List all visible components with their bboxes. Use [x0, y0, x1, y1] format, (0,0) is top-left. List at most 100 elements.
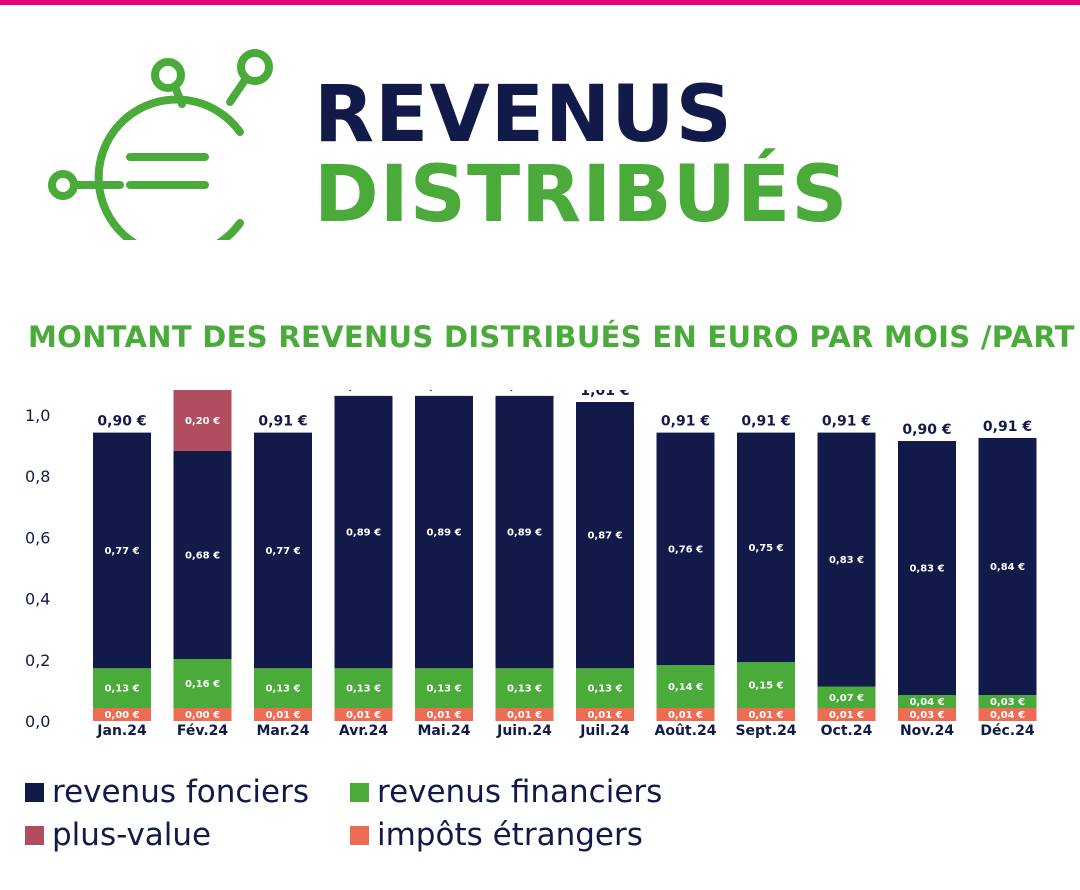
legend-label: plus-value — [52, 817, 212, 853]
bar-segment — [495, 668, 554, 708]
segment-label: 0,03 € — [909, 710, 944, 721]
segment-label: 0,01 € — [668, 710, 703, 721]
euro-network-icon — [48, 49, 273, 240]
bar-segment — [254, 708, 312, 721]
segment-label: 0,89 € — [426, 528, 461, 539]
legend-item-revenus-fonciers: revenus fonciers — [25, 774, 309, 810]
bar-segment — [254, 432, 312, 669]
segment-label: 0,76 € — [668, 544, 703, 555]
bar-segment — [495, 395, 554, 669]
bar-segment — [656, 665, 715, 708]
x-tick-label: Oct.24 — [821, 723, 873, 739]
bar-total-label: 0,90 € — [97, 414, 146, 430]
segment-label: 0,84 € — [990, 562, 1025, 573]
segment-label: 0,68 € — [185, 551, 220, 562]
bar-segment — [93, 668, 151, 708]
bar-total-label: 1,03 € — [500, 390, 549, 393]
segment-label: 0,13 € — [104, 684, 139, 695]
segment-label: 0,13 € — [346, 684, 381, 695]
x-tick-label: Jan.24 — [96, 723, 147, 739]
bar-segment — [415, 708, 473, 721]
segment-label: 0,04 € — [909, 697, 944, 708]
bar-total-label: 0,91 € — [983, 419, 1032, 435]
chart-subtitle: MONTANT DES REVENUS DISTRIBUÉS EN EURO P… — [28, 320, 1075, 354]
x-tick-label: Mai.24 — [418, 723, 471, 739]
bar-segment — [898, 695, 956, 708]
segment-label: 0,13 € — [265, 684, 300, 695]
legend-item-revenus-financiers: revenus financiers — [350, 774, 662, 810]
bar-segment — [415, 668, 473, 708]
x-tick-label: Déc.24 — [980, 723, 1034, 739]
x-tick-label: Juil.24 — [579, 723, 630, 739]
segment-label: 0,14 € — [668, 682, 703, 693]
segment-label: 0,01 € — [829, 710, 864, 721]
legend-item-impots-etrangers: impôts étrangers — [350, 817, 643, 853]
bar-total-label: 0,91 € — [661, 414, 710, 430]
bar-segment — [334, 708, 393, 721]
segment-label: 0,75 € — [748, 543, 783, 554]
bar-segment — [898, 708, 956, 721]
bar-segment — [93, 432, 151, 669]
bar-segment — [173, 450, 232, 660]
segment-label: 0,20 € — [185, 416, 220, 427]
bar-segment — [737, 708, 795, 721]
segment-label: 0,03 € — [990, 697, 1025, 708]
bar-segment — [817, 432, 876, 687]
bar-segment — [173, 708, 232, 721]
segment-label: 0,16 € — [185, 679, 220, 690]
segment-label: 0,83 € — [829, 555, 864, 566]
legend-swatch — [350, 825, 369, 845]
bar-segment — [576, 708, 634, 721]
stacked-bar-chart: 0,0 0,2 0,4 0,6 0,8 1,0 0,00 € 0,13 € 0,77 € 0,90… — [25, 390, 1037, 739]
bar-segment — [817, 686, 876, 708]
bar-segment — [334, 668, 393, 708]
bar-segment — [978, 708, 1037, 721]
bar-segment — [817, 708, 876, 721]
bar-segment — [415, 395, 473, 669]
segment-label: 0,01 € — [426, 710, 461, 721]
top-accent-bar — [0, 0, 1080, 5]
segment-label: 0,00 € — [185, 710, 220, 721]
bar-segment — [898, 441, 956, 695]
bar-segment — [254, 668, 312, 708]
y-tick-label: 0,4 — [25, 590, 50, 609]
bar-segment — [495, 708, 554, 721]
bar-segment — [93, 708, 151, 721]
bar-segment — [576, 402, 634, 669]
segment-label: 0,89 € — [507, 528, 542, 539]
x-tick-label: Fév.24 — [177, 723, 229, 739]
bar-total-label: 1,03 € — [419, 390, 468, 393]
bar-segment — [173, 390, 232, 451]
legend-swatch — [350, 782, 369, 802]
bar-segment — [737, 662, 795, 708]
bar-total-label: 0,91 € — [258, 414, 307, 430]
bar-total-label: 0,91 € — [822, 414, 871, 430]
bar-total-label: 0,91 € — [741, 414, 790, 430]
legend-label: revenus financiers — [377, 774, 663, 810]
segment-label: 0,01 € — [346, 710, 381, 721]
x-tick-label: Mar.24 — [256, 723, 309, 739]
y-tick-label: 1,0 — [25, 406, 50, 425]
bar-total-label: 0,90 € — [902, 422, 951, 438]
bar-segment — [576, 668, 634, 708]
page-title-line2: DISTRIBUÉS — [314, 150, 849, 240]
legend-swatch — [25, 825, 44, 845]
segment-label: 0,07 € — [829, 693, 864, 704]
bar-segment — [656, 708, 715, 721]
segment-label: 0,89 € — [346, 528, 381, 539]
bar-segment — [978, 695, 1037, 708]
bar-total-label: 1,01 € — [580, 390, 629, 399]
y-tick-label: 0,0 — [25, 712, 50, 731]
page-title-line1: REVENUS — [314, 70, 733, 160]
y-tick-label: 0,6 — [25, 528, 50, 547]
bar-segment — [656, 432, 715, 666]
segment-label: 0,01 € — [748, 710, 783, 721]
legend-item-plus-value: plus-value — [25, 817, 211, 853]
legend-label: impôts étrangers — [377, 817, 643, 853]
y-tick-label: 0,8 — [25, 467, 50, 486]
x-tick-label: Avr.24 — [339, 723, 388, 739]
bar-total-label: 1,03 € — [339, 390, 388, 393]
segment-label: 0,01 € — [507, 710, 542, 721]
segment-label: 0,77 € — [265, 546, 300, 557]
y-tick-label: 0,2 — [25, 651, 50, 670]
